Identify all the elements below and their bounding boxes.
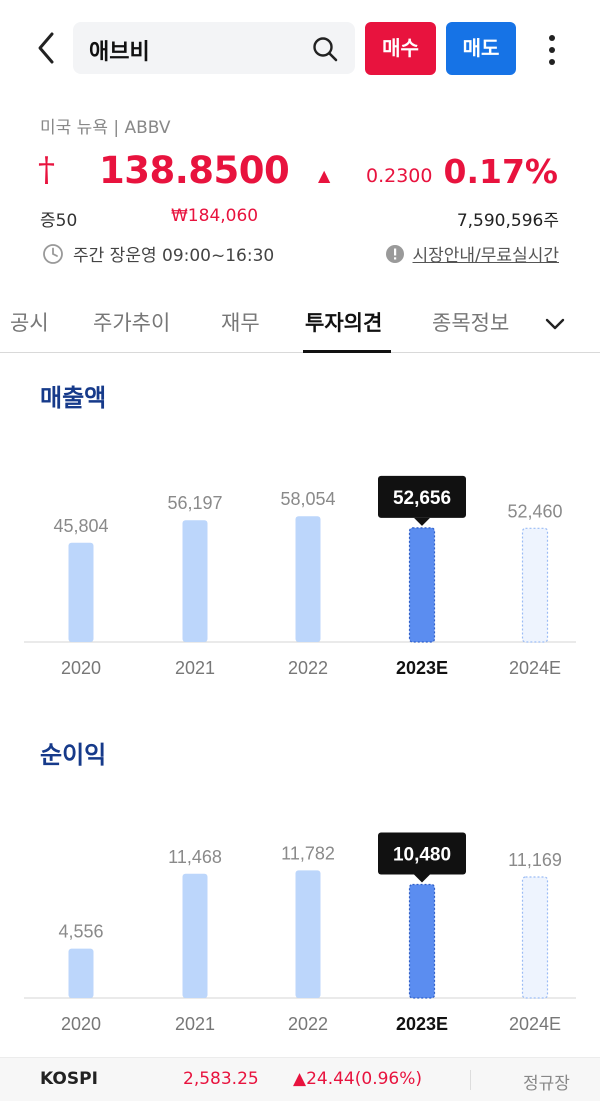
x-tick-label: 2024E — [509, 1014, 561, 1034]
data-label: 56,197 — [167, 493, 222, 513]
tab-bar: 공시 주가추이 재무 투자의견 종목정보 — [0, 295, 600, 353]
search-value: 애브비 — [89, 40, 150, 65]
market-info-link-text: 시장안내/무료실시간 — [412, 246, 560, 266]
x-tick-label: 2021 — [175, 1014, 215, 1034]
chevron-down-icon[interactable] — [542, 311, 568, 337]
more-vertical-icon — [549, 35, 555, 65]
bar-2021[interactable] — [182, 873, 208, 998]
tooltip-pointer — [414, 874, 430, 883]
price-change-percent: 0.17% — [443, 152, 559, 191]
sell-button[interactable]: 매도 — [446, 22, 516, 75]
x-tick-label: 2022 — [288, 1014, 328, 1034]
buy-button[interactable]: 매수 — [365, 22, 436, 75]
bar-2023E[interactable] — [408, 883, 436, 999]
tab-financials[interactable]: 재무 — [221, 311, 260, 335]
data-label: 11,169 — [508, 850, 562, 870]
market-session: 정규장 — [523, 1074, 570, 1094]
x-tick-label: 2021 — [175, 658, 215, 678]
x-tick-label: 2022 — [288, 658, 328, 678]
tab-price-trend[interactable]: 주가추이 — [93, 311, 171, 335]
more-menu-button[interactable] — [537, 32, 567, 68]
value-tooltip — [378, 832, 466, 875]
revenue-title: 매출액 — [40, 384, 107, 412]
bar-2020[interactable] — [68, 948, 94, 998]
price-marker: † — [38, 150, 55, 190]
clock-icon — [43, 243, 63, 264]
bar-2022[interactable] — [295, 870, 321, 998]
search-icon[interactable] — [311, 35, 339, 63]
trading-hours-text: 주간 장운영 09:00~16:30 — [73, 246, 275, 266]
x-tick-label: 2020 — [61, 658, 101, 678]
krw-price: ₩184,060 — [171, 206, 259, 226]
tab-investment-opinion[interactable]: 투자의견 — [305, 311, 383, 335]
data-label: 45,804 — [53, 516, 108, 536]
up-arrow-icon: ▲ — [318, 166, 331, 185]
data-label: 10,480 — [393, 844, 451, 865]
data-label: 52,460 — [507, 501, 562, 521]
x-tick-label: 2023E — [396, 1014, 448, 1034]
tab-stock-info[interactable]: 종목정보 — [432, 311, 510, 335]
bar-2022[interactable] — [295, 516, 321, 642]
net-income-title: 순이익 — [40, 741, 107, 769]
bar-2024E[interactable] — [521, 527, 549, 643]
index-ticker-bar[interactable]: KOSPI 2,583.25 ▲24.44(0.96%) 정규장 — [0, 1057, 600, 1101]
x-tick-label: 2024E — [509, 658, 561, 678]
bar-2020[interactable] — [68, 542, 94, 642]
top-bar: 애브비 매수 매도 — [0, 20, 600, 76]
market-ticker: 미국 뉴욕 | ABBV — [40, 118, 171, 138]
bar-2023E[interactable] — [408, 527, 436, 643]
data-label: 11,468 — [168, 847, 222, 867]
net-income-chart: 4,556 2020 11,468 2021 11,782 2022 10,480 2023E… — [24, 832, 576, 1034]
tab-disclosure[interactable]: 공시 — [10, 311, 49, 335]
search-input[interactable]: 애브비 — [73, 22, 355, 74]
exchange-label: 증50 — [40, 211, 78, 231]
back-button[interactable] — [32, 30, 62, 66]
current-price: 138.8500 — [99, 149, 290, 192]
x-tick-label: 2023E — [396, 658, 448, 678]
trade-volume: 7,590,596주 — [456, 211, 559, 231]
footer-divider — [470, 1070, 471, 1090]
value-tooltip — [378, 475, 466, 518]
data-label: 58,054 — [280, 489, 335, 509]
index-name: KOSPI — [40, 1069, 98, 1089]
data-label: 11,782 — [281, 843, 335, 863]
data-label: 4,556 — [58, 922, 103, 942]
price-change: 0.2300 — [366, 165, 433, 187]
revenue-chart: 45,804 2020 56,197 2021 58,054 2022 52,656 2023… — [24, 475, 576, 678]
chevron-left-icon — [38, 32, 54, 64]
x-tick-label: 2020 — [61, 1014, 101, 1034]
bar-2021[interactable] — [182, 520, 208, 642]
bar-2024E[interactable] — [521, 876, 549, 999]
index-change: ▲24.44(0.96%) — [293, 1069, 423, 1089]
trading-hours: 주간 장운영 09:00~16:30 — [42, 241, 274, 266]
data-label: 52,656 — [393, 488, 451, 509]
market-info-link[interactable]: 시장안내/무료실시간 — [385, 241, 560, 266]
index-value: 2,583.25 — [183, 1069, 259, 1089]
active-tab-indicator — [303, 350, 391, 353]
info-icon — [385, 244, 404, 263]
tooltip-pointer — [414, 517, 430, 526]
